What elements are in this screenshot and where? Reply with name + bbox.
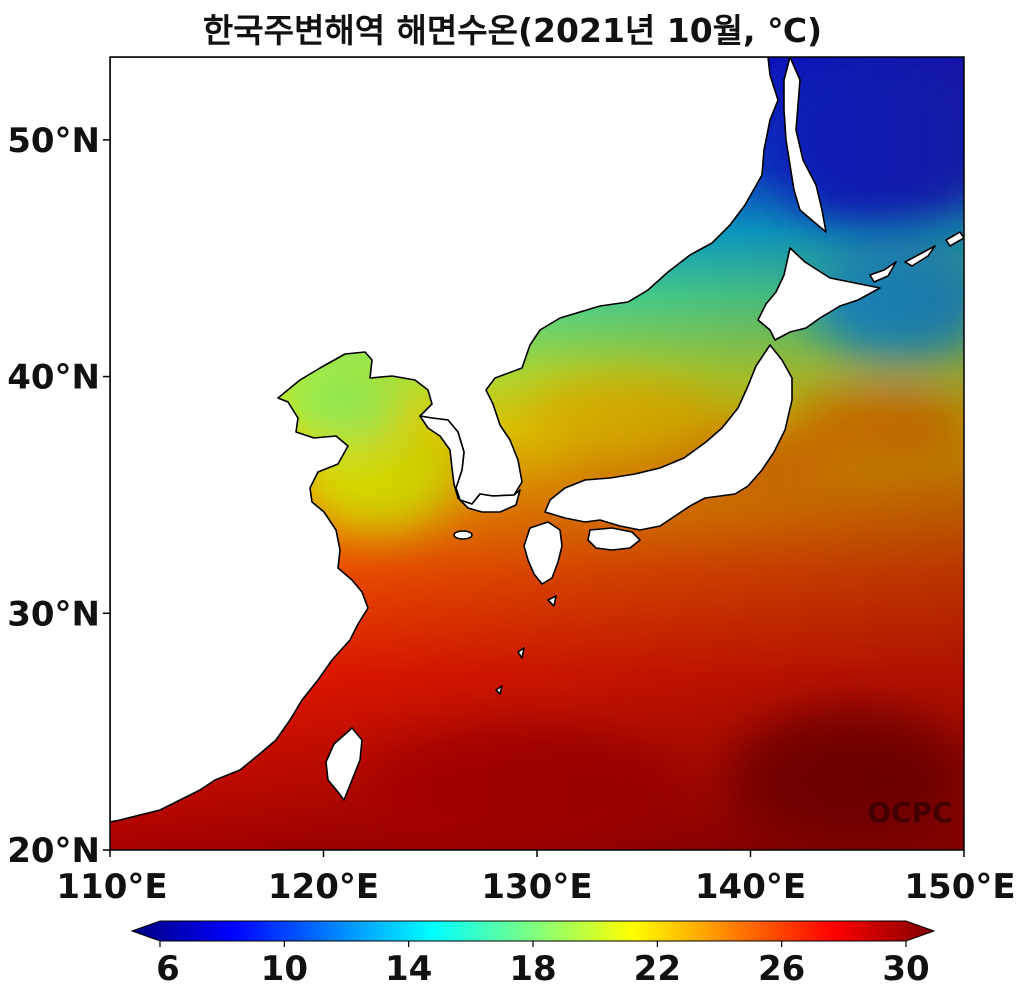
ocpc-watermark: OCPC [867, 796, 952, 829]
x-tick-label: 130°E [481, 867, 592, 907]
chart-title: 한국주변해역 해면수온(2021년 10월, ℃) [202, 11, 823, 50]
colorbar-tick-label: 22 [634, 949, 681, 989]
shikoku-island [587, 527, 641, 551]
y-tick-label: 20°N [7, 831, 100, 871]
colorbar-gradient [130, 920, 936, 942]
kyushu-island [523, 521, 563, 585]
hokkaido-island [757, 247, 881, 341]
colorbar-tick-label: 14 [385, 949, 432, 989]
colorbar-tick-label: 10 [261, 949, 308, 989]
x-tick-label: 140°E [695, 867, 806, 907]
asian-mainland [110, 57, 779, 823]
x-tick-label: 150°E [904, 867, 1015, 907]
x-tick-label: 110°E [56, 867, 167, 907]
colorbar-tick-label: 6 [156, 949, 180, 989]
sakhalin-island [783, 57, 827, 233]
colorbar-tick-label: 26 [758, 949, 805, 989]
y-axis-ticks: 20°N 30°N 40°N 50°N [7, 121, 110, 871]
sst-map-area [110, 57, 964, 850]
colorbar-tick-label: 30 [882, 949, 929, 989]
x-tick-label: 120°E [268, 867, 379, 907]
taiwan-island [325, 727, 363, 801]
korean-peninsula [419, 415, 521, 513]
y-tick-label: 40°N [7, 358, 100, 398]
kuril-islands [869, 231, 964, 283]
honshu-island [544, 344, 793, 531]
small-islands [495, 595, 557, 695]
colorbar-tick-label: 18 [509, 949, 556, 989]
colorbar: 6 10 14 18 22 26 30 [130, 920, 936, 989]
x-axis-ticks: 110°E 120°E 130°E 140°E 150°E [56, 850, 1016, 907]
colorbar-ticks: 6 10 14 18 22 26 30 [156, 941, 930, 989]
y-tick-label: 50°N [7, 121, 100, 161]
y-tick-label: 30°N [7, 594, 100, 634]
land-masses [110, 57, 964, 823]
jeju-island [453, 530, 473, 540]
